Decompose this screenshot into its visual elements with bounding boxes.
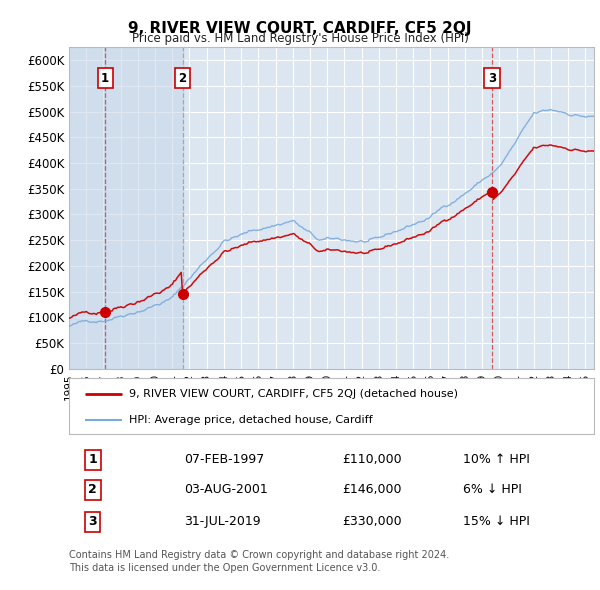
Text: 1: 1 (101, 71, 109, 84)
Text: HPI: Average price, detached house, Cardiff: HPI: Average price, detached house, Card… (130, 415, 373, 425)
Text: 03-AUG-2001: 03-AUG-2001 (185, 483, 268, 496)
Text: 2: 2 (179, 71, 187, 84)
Text: 10% ↑ HPI: 10% ↑ HPI (463, 453, 530, 466)
Text: 15% ↓ HPI: 15% ↓ HPI (463, 515, 530, 528)
Text: 3: 3 (488, 71, 496, 84)
Text: Contains HM Land Registry data © Crown copyright and database right 2024.
This d: Contains HM Land Registry data © Crown c… (69, 550, 449, 573)
Text: 3: 3 (88, 515, 97, 528)
Text: 9, RIVER VIEW COURT, CARDIFF, CF5 2QJ: 9, RIVER VIEW COURT, CARDIFF, CF5 2QJ (128, 21, 472, 35)
Text: 9, RIVER VIEW COURT, CARDIFF, CF5 2QJ (detached house): 9, RIVER VIEW COURT, CARDIFF, CF5 2QJ (d… (130, 389, 458, 399)
Text: Price paid vs. HM Land Registry's House Price Index (HPI): Price paid vs. HM Land Registry's House … (131, 32, 469, 45)
Text: 2: 2 (88, 483, 97, 496)
Text: 6% ↓ HPI: 6% ↓ HPI (463, 483, 521, 496)
Text: 07-FEB-1997: 07-FEB-1997 (185, 453, 265, 466)
Bar (105, 47, 182, 369)
Text: £330,000: £330,000 (342, 515, 401, 528)
Bar (69, 47, 105, 369)
Text: 1: 1 (88, 453, 97, 466)
Text: £146,000: £146,000 (342, 483, 401, 496)
Text: 31-JUL-2019: 31-JUL-2019 (185, 515, 261, 528)
Text: £110,000: £110,000 (342, 453, 401, 466)
